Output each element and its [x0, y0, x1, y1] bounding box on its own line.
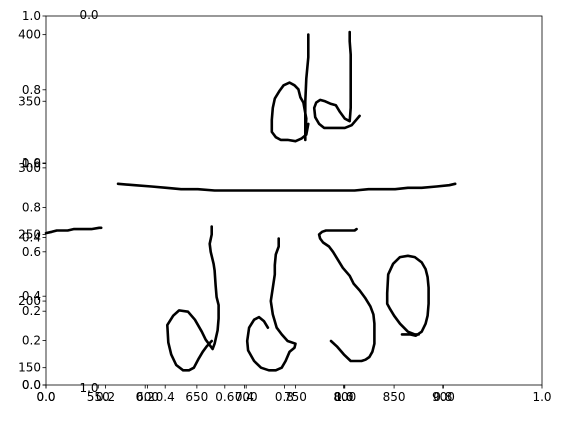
ink-stroke-2: [116, 182, 457, 192]
secondary-y-tick-label: 0.2: [22, 334, 41, 348]
data-x-tick-label: 550: [87, 390, 110, 404]
overlay-x-tick-label: 0.8: [433, 390, 452, 404]
overlay-y-tick-label: 0.2: [22, 304, 41, 318]
data-x-tick-label: 900: [432, 390, 455, 404]
secondary-y-tick-label: 0.4: [22, 289, 41, 303]
plot-frame: [45, 15, 543, 386]
secondary-x-tick-label: 0.4: [156, 390, 175, 404]
ink-stroke-4: [312, 30, 361, 130]
secondary-y-tick-label: 0.0: [22, 378, 41, 392]
overlay-y-tick-label: 0.4: [22, 230, 41, 244]
overlay-y-tick-label: 1.0: [22, 9, 41, 23]
secondary-y-tick-label: 0.6: [22, 245, 41, 259]
data-y-tick-label: 150: [18, 361, 41, 375]
secondary-x-tick-label: 0.0: [36, 390, 55, 404]
data-axes-layer: 550 600 650 700 750 800 850 900 150 200 250 300 350 4…: [18, 28, 455, 404]
overlay-x-tick-label: 0.4: [235, 390, 254, 404]
secondary-x-tick-label: 0.8: [275, 390, 294, 404]
data-x-tick-label: 600: [136, 390, 159, 404]
data-y-tick-label: 400: [18, 28, 41, 42]
secondary-y-tick-label: 0.8: [22, 200, 41, 214]
data-x-tick-label: 700: [235, 390, 258, 404]
data-x-tick-label: 800: [333, 390, 356, 404]
overlay-x-tick-label: 0.6: [334, 390, 353, 404]
ink-stroke-6: [245, 237, 297, 372]
ink-stroke-3: [270, 33, 310, 143]
ink-stroke-5: [166, 225, 220, 372]
ink-stroke-7: [317, 227, 376, 363]
overlay-y-tick-label: 0.8: [22, 83, 41, 97]
stray-top-label: 0.0: [79, 8, 98, 22]
ink-stroke-1: [44, 226, 103, 235]
secondary-x-tick-label: 0.2: [96, 390, 115, 404]
secondary-y-tick-label: 1.0: [22, 156, 41, 170]
secondary-overlay-axes-layer: 0.0 0.2 0.4 0.6 0.8 1.00.00.20.40.60.81.0: [22, 156, 354, 404]
data-y-tick-label: 300: [18, 161, 41, 175]
data-x-tick-label: 750: [284, 390, 307, 404]
overlay-y-tick-label: 0.0: [22, 378, 41, 392]
data-x-tick-label: 850: [383, 390, 406, 404]
data-y-tick-label: 350: [18, 94, 41, 108]
secondary-x-tick-label: 1.0: [334, 390, 353, 404]
data-x-tick-label: 650: [185, 390, 208, 404]
data-y-tick-label: 200: [18, 294, 41, 308]
data-y-tick-label: 250: [18, 227, 41, 241]
stroke-layer: [44, 30, 457, 372]
overlay-axes-layer: 0.0 0.2 0.4 0.6 0.8 1.00.00.20.40.60.81.0: [22, 9, 552, 404]
stray-bottom-label: 1.0: [79, 381, 98, 395]
overlay-x-tick-label: 0.2: [136, 390, 155, 404]
overlay-x-tick-label: 1.0: [532, 390, 551, 404]
overlay-y-tick-label: 0.6: [22, 157, 41, 171]
secondary-x-tick-label: 0.6: [215, 390, 234, 404]
overlay-x-tick-label: 0.0: [36, 390, 55, 404]
ink-stroke-8: [385, 254, 430, 337]
